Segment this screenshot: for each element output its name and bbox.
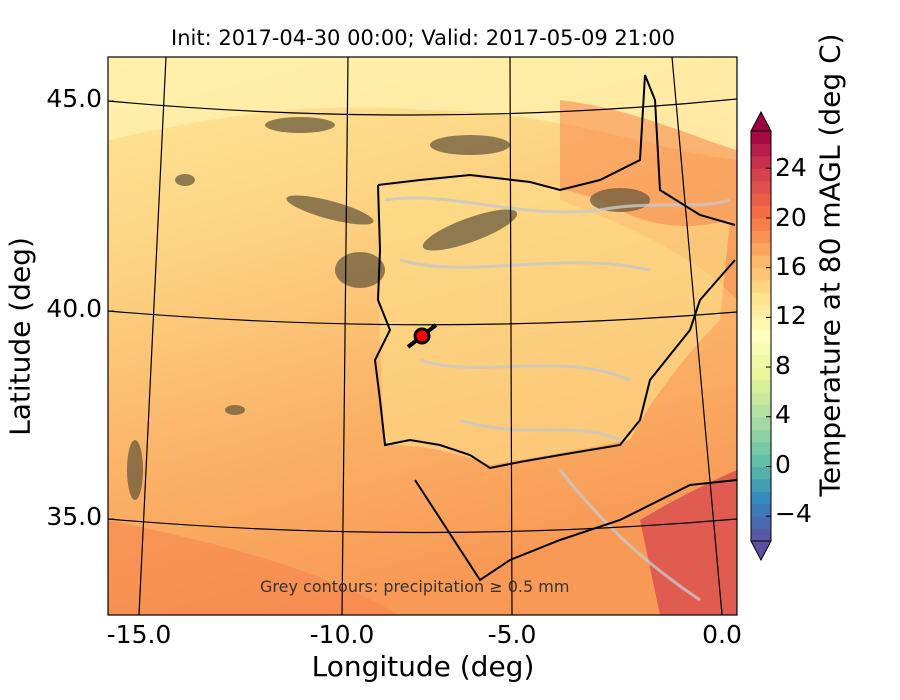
colorbar-band [751, 230, 771, 244]
graticule-lat-35 [108, 518, 737, 534]
colorbar-band [751, 379, 771, 393]
colorbar-extend-min [750, 540, 772, 562]
grey-contour-lines [384, 196, 731, 602]
coastline-africa [414, 479, 737, 582]
colorbar-band [751, 280, 771, 294]
colorbar-label: Temperature at 80 mAGL (deg C) [813, 33, 847, 497]
graticule-lat-45 [108, 98, 737, 116]
x-tick-label: 0.0 [702, 620, 742, 649]
plot-frame [107, 56, 738, 616]
colorbar-band [751, 367, 771, 380]
x-axis-label: Longitude (deg) [311, 650, 535, 683]
colorbar [750, 110, 772, 562]
colorbar-band [751, 528, 771, 542]
colorbar-tick-label: 12 [775, 301, 807, 330]
coastline [373, 74, 736, 470]
colorbar-band [751, 391, 771, 405]
x-tick-label: -15.0 [106, 620, 172, 649]
colorbar-band [751, 404, 771, 418]
colorbar-band [751, 503, 771, 517]
colorbar-tick-label: 8 [775, 351, 791, 380]
colorbar-band [751, 143, 771, 157]
chart-title: Init: 2017-04-30 00:00; Valid: 2017-05-0… [171, 26, 675, 50]
x-tick-label: -10.0 [309, 620, 375, 649]
precipitation-note: Grey contours: precipitation ≥ 0.5 mm [260, 577, 570, 596]
colorbar-band [751, 304, 771, 318]
y-tick-label: 40.0 [46, 294, 102, 323]
y-axis-label: Latitude (deg) [3, 237, 37, 436]
colorbar-band [751, 429, 771, 443]
colorbar-band [751, 292, 771, 306]
cool-region [108, 57, 737, 160]
colorbar-band [751, 267, 771, 281]
graticule-lon-m5 [509, 57, 513, 615]
colorbar-band [751, 491, 771, 505]
colorbar-tick-label: 4 [775, 400, 791, 429]
y-tick-label: 35.0 [46, 502, 102, 531]
colorbar-band [751, 131, 771, 144]
colorbar-band [751, 416, 771, 430]
colorbar-band [751, 342, 771, 356]
colorbar-band [751, 466, 771, 480]
colorbar-frame [750, 130, 772, 542]
colorbar-band [751, 516, 771, 530]
colorbar-band [751, 168, 771, 182]
colorbar-band [751, 478, 771, 492]
colorbar-extend-max [750, 110, 772, 132]
graticule-lon-m10 [341, 57, 349, 615]
colorbar-band [751, 255, 771, 269]
colorbar-band [751, 180, 771, 194]
graticule-lat-40 [108, 310, 737, 326]
colorbar-band [751, 217, 771, 231]
colorbar-band [751, 454, 771, 467]
x-tick-label: -5.0 [487, 620, 537, 649]
colorbar-band [751, 155, 771, 169]
warm-region-southwest [108, 520, 400, 615]
colorbar-band [751, 354, 771, 368]
colorbar-band [751, 242, 771, 256]
graticule [108, 57, 737, 615]
colorbar-tick-label: 24 [775, 153, 807, 182]
location-marker [413, 327, 431, 345]
colorbar-band [751, 205, 771, 219]
axis-ticks [108, 100, 723, 615]
colorbar-tick-label: 0 [775, 450, 791, 479]
y-tick-label: 45.0 [46, 84, 102, 113]
colorbar-band [751, 441, 771, 455]
colorbar-band [751, 329, 771, 343]
colorbar-band [751, 193, 771, 207]
colorbar-band [751, 317, 771, 331]
colorbar-tick-label: 20 [775, 203, 807, 232]
graticule-lon-m15 [138, 57, 167, 615]
graticule-lon-0 [671, 57, 723, 615]
colorbar-tick-label: −4 [775, 499, 812, 528]
colorbar-tick-label: 16 [775, 252, 807, 281]
